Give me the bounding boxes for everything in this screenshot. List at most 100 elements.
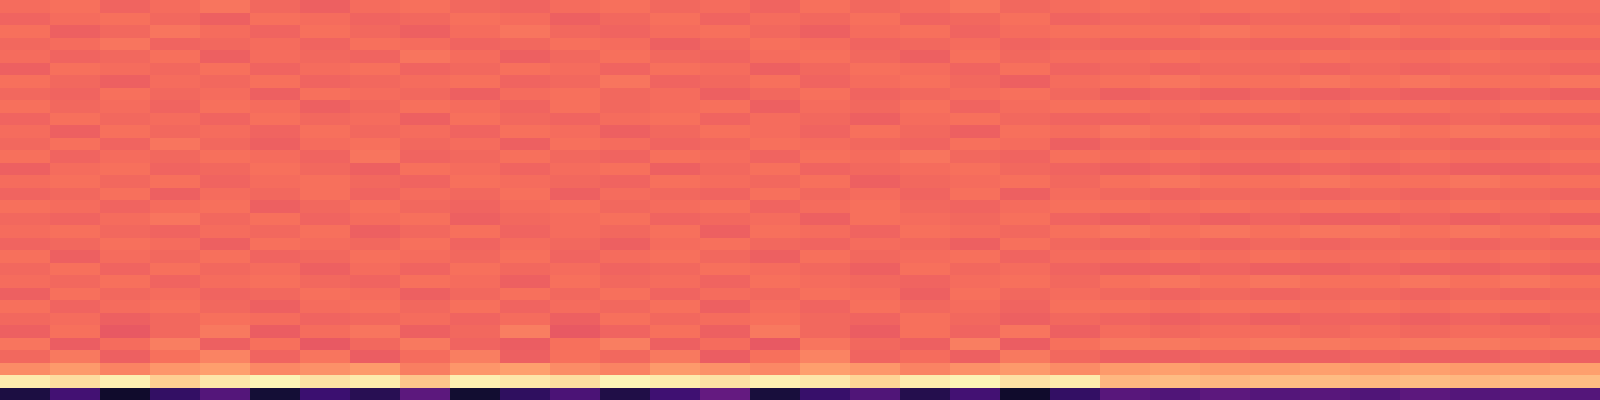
heatmap-cell: [1300, 0, 1351, 13]
heatmap-cell: [1500, 388, 1551, 400]
heatmap-cell: [400, 88, 451, 101]
heatmap-cell: [1000, 388, 1051, 400]
heatmap-cell: [250, 63, 301, 76]
heatmap-cell: [800, 113, 851, 126]
heatmap-cell: [550, 13, 601, 26]
heatmap-cell: [700, 88, 751, 101]
heatmap-cell: [350, 313, 401, 326]
heatmap-cell: [1100, 63, 1151, 76]
heatmap-cell: [1150, 63, 1201, 76]
heatmap-cell: [1450, 375, 1501, 388]
heatmap-cell: [150, 100, 201, 113]
heatmap-cell: [600, 50, 651, 63]
heatmap-cell: [1150, 150, 1201, 163]
heatmap-cell: [500, 113, 551, 126]
heatmap-cell: [300, 288, 351, 301]
heatmap-cell: [400, 313, 451, 326]
heatmap-cell: [1100, 175, 1151, 188]
heatmap-cell: [650, 213, 701, 226]
heatmap-cell: [250, 0, 301, 13]
heatmap-cell: [1400, 88, 1451, 101]
heatmap-cell: [450, 388, 501, 400]
heatmap-cell: [600, 150, 651, 163]
heatmap-cell: [450, 200, 501, 213]
heatmap-cell: [450, 350, 501, 363]
heatmap-cell: [650, 175, 701, 188]
heatmap-cell: [300, 88, 351, 101]
heatmap-cell: [1200, 163, 1251, 176]
heatmap-cell: [500, 25, 551, 38]
heatmap-cell: [1050, 25, 1101, 38]
heatmap-cell: [150, 175, 201, 188]
heatmap-cell: [1400, 0, 1451, 13]
heatmap-cell: [700, 13, 751, 26]
heatmap-cell: [1000, 375, 1051, 388]
heatmap-cell: [850, 313, 901, 326]
heatmap-cell: [1300, 38, 1351, 51]
heatmap-cell: [550, 138, 601, 151]
heatmap-cell: [650, 238, 701, 251]
heatmap-cell: [200, 100, 251, 113]
heatmap-cell: [50, 275, 101, 288]
heatmap-cell: [250, 363, 301, 376]
heatmap-cell: [800, 275, 851, 288]
heatmap-cell: [750, 263, 801, 276]
heatmap-cell: [300, 188, 351, 201]
heatmap-cell: [1300, 388, 1351, 400]
heatmap-cell: [1050, 163, 1101, 176]
heatmap-cell: [750, 300, 801, 313]
heatmap-cell: [1250, 200, 1301, 213]
heatmap-cell: [1450, 50, 1501, 63]
heatmap-cell: [1200, 388, 1251, 400]
heatmap-cell: [1450, 338, 1501, 351]
heatmap-cell: [850, 363, 901, 376]
heatmap-cell: [600, 300, 651, 313]
heatmap-cell: [600, 350, 651, 363]
heatmap-cell: [1400, 288, 1451, 301]
heatmap-cell: [250, 38, 301, 51]
heatmap-cell: [900, 63, 951, 76]
heatmap-cell: [1550, 88, 1600, 101]
heatmap-cell: [800, 125, 851, 138]
heatmap-cell: [850, 263, 901, 276]
heatmap-cell: [850, 50, 901, 63]
heatmap-cell: [950, 150, 1001, 163]
heatmap-cell: [900, 225, 951, 238]
heatmap-cell: [300, 150, 351, 163]
heatmap-cell: [600, 25, 651, 38]
heatmap-cell: [250, 88, 301, 101]
heatmap-cell: [1200, 63, 1251, 76]
heatmap-cell: [100, 300, 151, 313]
heatmap-cell: [1550, 50, 1600, 63]
heatmap-cell: [450, 13, 501, 26]
heatmap-cell: [1150, 175, 1201, 188]
heatmap-cell: [1000, 25, 1051, 38]
heatmap-cell: [0, 0, 51, 13]
heatmap-cell: [700, 238, 751, 251]
heatmap-cell: [700, 263, 751, 276]
heatmap-cell: [1450, 25, 1501, 38]
heatmap-cell: [0, 238, 51, 251]
heatmap-cell: [100, 200, 151, 213]
heatmap-cell: [0, 275, 51, 288]
heatmap-cell: [1400, 188, 1451, 201]
heatmap-cell: [1100, 275, 1151, 288]
heatmap-cell: [500, 200, 551, 213]
heatmap-cell: [950, 113, 1001, 126]
heatmap-cell: [0, 125, 51, 138]
heatmap-cell: [1350, 188, 1401, 201]
heatmap-cell: [50, 125, 101, 138]
heatmap-cell: [100, 100, 151, 113]
heatmap-cell: [700, 188, 751, 201]
heatmap-cell: [950, 175, 1001, 188]
heatmap-cell: [950, 88, 1001, 101]
heatmap-cell: [100, 325, 151, 338]
heatmap-cell: [1550, 288, 1600, 301]
heatmap-cell: [1250, 175, 1301, 188]
heatmap-cell: [300, 263, 351, 276]
heatmap-cell: [100, 113, 151, 126]
heatmap-cell: [900, 75, 951, 88]
heatmap-cell: [1350, 63, 1401, 76]
heatmap-cell: [150, 350, 201, 363]
heatmap-cell: [100, 163, 151, 176]
